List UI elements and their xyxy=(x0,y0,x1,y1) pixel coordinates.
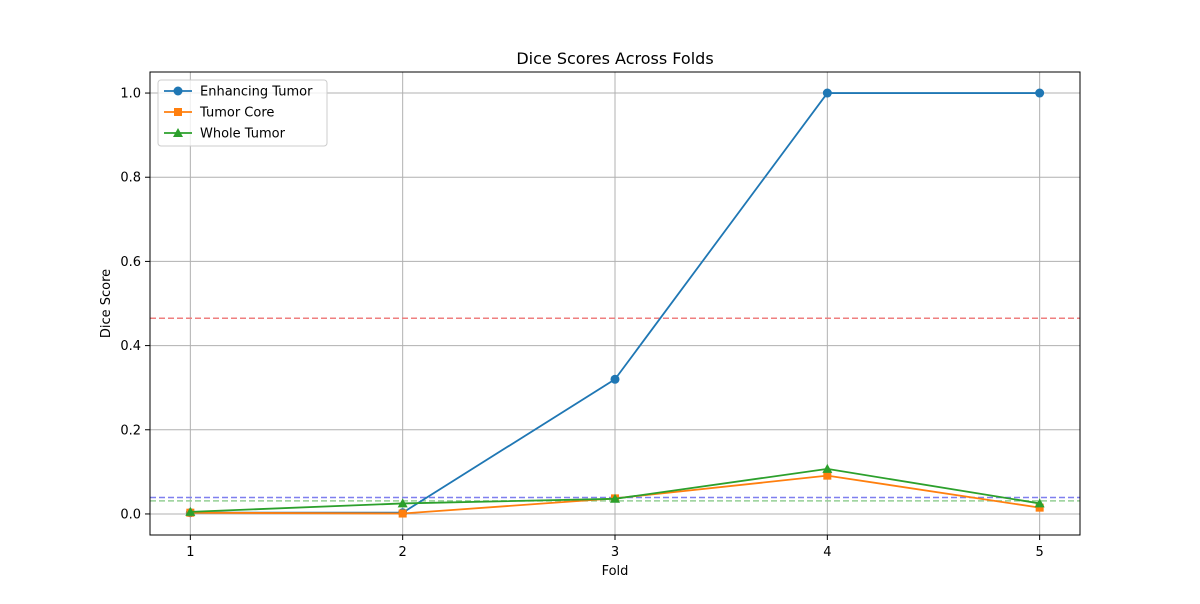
legend-label: Whole Tumor xyxy=(200,127,286,142)
legend-marker xyxy=(174,108,182,116)
x-tick-label: 3 xyxy=(611,545,619,560)
legend: Enhancing Tumor Tumor Core Whole Tumor xyxy=(157,79,328,147)
legend-marker xyxy=(173,128,183,137)
data-point xyxy=(1035,88,1045,98)
data-point xyxy=(822,88,832,98)
data-point xyxy=(610,493,620,503)
x-tick-label: 4 xyxy=(823,545,831,560)
chart-title: Dice Scores Across Folds xyxy=(516,49,713,68)
x-tick-label: 2 xyxy=(399,545,407,560)
data-point xyxy=(610,374,620,384)
y-tick-label: 1.0 xyxy=(120,87,141,102)
legend-marker xyxy=(173,86,183,96)
x-tick-label: 5 xyxy=(1036,545,1044,560)
data-point xyxy=(397,498,408,508)
data-point xyxy=(822,463,833,473)
data-point xyxy=(398,509,407,518)
data-point xyxy=(823,471,832,480)
data-point xyxy=(1035,503,1044,512)
data-point xyxy=(1034,498,1045,508)
data-point xyxy=(185,506,196,516)
legend-label: Enhancing Tumor xyxy=(200,85,313,100)
legend-box xyxy=(157,79,328,147)
y-axis-label: Dice Score xyxy=(99,269,114,338)
y-tick-label: 0.6 xyxy=(120,255,141,270)
x-tick-label: 1 xyxy=(186,545,194,560)
y-tick-label: 0.4 xyxy=(120,339,141,354)
y-tick-label: 0.0 xyxy=(120,507,141,522)
legend-label: Tumor Core xyxy=(199,106,274,121)
x-axis-label: Fold xyxy=(602,564,629,579)
y-tick-label: 0.8 xyxy=(120,171,141,186)
y-tick-label: 0.2 xyxy=(120,423,141,438)
